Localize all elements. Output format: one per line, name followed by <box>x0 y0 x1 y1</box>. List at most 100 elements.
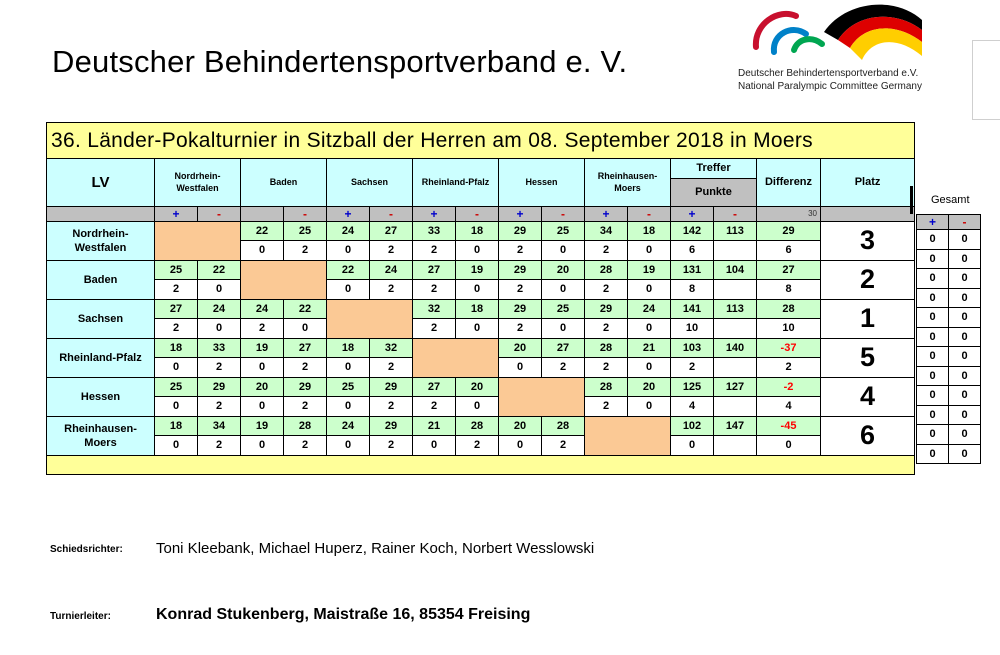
score-cell: 33 <box>197 337 241 358</box>
gesamt-value: 0 <box>916 287 949 308</box>
differenz-points: 0 <box>756 435 821 456</box>
minus-sign: - <box>217 206 221 221</box>
treffer-minus: 140 <box>713 337 757 358</box>
points-cell: 0 <box>412 435 456 456</box>
score-cell: 28 <box>584 259 628 280</box>
score-cell: 22 <box>240 220 284 241</box>
gesamt-value: 0 <box>948 229 981 250</box>
score-cell: 29 <box>498 298 542 319</box>
sign-cell-plus <box>240 205 284 222</box>
differenz-value: 27 <box>756 259 821 280</box>
points-cell: 0 <box>283 318 327 339</box>
score-cell: 20 <box>541 259 585 280</box>
score-cell: 29 <box>584 298 628 319</box>
score-cell: 33 <box>412 220 456 241</box>
points-cell: 0 <box>455 240 499 261</box>
sign-cell-plus: + <box>670 205 714 222</box>
gesamt-table: + -0 0 0 0 0 0 0 0 0 0 0 0 0 0 0 0 0 0 0 0 0 0 0 0 <box>916 214 981 464</box>
punkte-empty <box>713 318 757 339</box>
score-cell: 28 <box>455 415 499 436</box>
sign-cell-plus: + <box>412 205 456 222</box>
self-match-cell <box>498 376 585 417</box>
plus-sign: + <box>344 206 352 221</box>
points-cell: 0 <box>240 357 284 378</box>
self-match-cell <box>326 298 413 339</box>
punkte-empty <box>713 357 757 378</box>
points-cell: 2 <box>197 357 241 378</box>
treffer-plus: 141 <box>670 298 714 319</box>
score-cell: 18 <box>154 415 198 436</box>
gesamt-value: 0 <box>948 385 981 406</box>
points-cell: 2 <box>541 357 585 378</box>
score-cell: 25 <box>326 376 370 397</box>
team-label: Rheinland-Pfalz <box>46 337 155 378</box>
differenz-30: 30 <box>808 209 817 218</box>
column-header-4: Hessen <box>498 158 585 207</box>
score-cell: 25 <box>154 376 198 397</box>
treffer-header: Treffer <box>670 158 757 179</box>
points-cell: 2 <box>283 357 327 378</box>
gesamt-value: 0 <box>916 326 949 347</box>
platz-value: 1 <box>819 298 916 339</box>
minus-sign: - <box>647 206 651 221</box>
points-cell: 2 <box>412 240 456 261</box>
gesamt-value: 0 <box>916 229 949 250</box>
gesamt-value: 0 <box>916 307 949 328</box>
differenz-value: -37 <box>756 337 821 358</box>
gesamt-value: 0 <box>948 287 981 308</box>
treffer-minus: 104 <box>713 259 757 280</box>
treffer-plus: 142 <box>670 220 714 241</box>
punkte-value: 8 <box>670 279 714 300</box>
points-cell: 0 <box>455 279 499 300</box>
sign-cell-minus: - <box>283 205 327 222</box>
score-cell: 29 <box>283 376 327 397</box>
punkte-header: Punkte <box>670 177 757 207</box>
lv-header: LV <box>46 158 155 207</box>
score-cell: 19 <box>627 259 671 280</box>
points-cell: 0 <box>455 318 499 339</box>
platz-value: 5 <box>819 337 916 378</box>
team-label: Sachsen <box>46 298 155 339</box>
director-name: Konrad Stukenberg, Maistraße 16, 85354 F… <box>156 606 531 623</box>
treffer-minus: 127 <box>713 376 757 397</box>
plus-sign: + <box>688 206 696 221</box>
treffer-plus: 103 <box>670 337 714 358</box>
score-cell: 27 <box>412 259 456 280</box>
score-cell: 34 <box>197 415 241 436</box>
results-table: 36. Länder-Pokalturnier in Sitzball der … <box>45 122 916 475</box>
minus-sign: - <box>733 206 737 221</box>
points-cell: 2 <box>154 318 198 339</box>
platz-value: 3 <box>819 220 916 261</box>
treffer-plus: 102 <box>670 415 714 436</box>
score-cell: 29 <box>197 376 241 397</box>
platz-value: 6 <box>819 415 916 456</box>
score-cell: 27 <box>283 337 327 358</box>
punkte-value: 6 <box>670 240 714 261</box>
column-header-1: Baden <box>240 158 327 207</box>
score-cell: 25 <box>541 298 585 319</box>
plus-sign: + <box>516 206 524 221</box>
differenz-points: 8 <box>756 279 821 300</box>
minus-sign: - <box>389 206 393 221</box>
points-cell: 0 <box>154 396 198 417</box>
points-cell: 0 <box>627 396 671 417</box>
column-header-5: Rheinhausen- Moers <box>584 158 671 207</box>
score-cell: 25 <box>541 220 585 241</box>
gesamt-value: 0 <box>948 365 981 386</box>
points-cell: 2 <box>240 318 284 339</box>
points-cell: 0 <box>326 357 370 378</box>
points-cell: 2 <box>369 279 413 300</box>
score-cell: 20 <box>498 415 542 436</box>
points-cell: 0 <box>326 435 370 456</box>
points-cell: 2 <box>197 435 241 456</box>
sign-cell-lv <box>46 205 155 222</box>
punkte-empty <box>713 396 757 417</box>
score-cell: 29 <box>369 415 413 436</box>
points-cell: 2 <box>154 279 198 300</box>
gesamt-plus: + <box>916 214 949 230</box>
gesamt-label: Gesamt <box>931 194 970 206</box>
gesamt-value: 0 <box>948 307 981 328</box>
differenz-header: Differenz <box>756 158 821 207</box>
platz-value: 2 <box>819 259 916 300</box>
sign-cell-minus: - <box>541 205 585 222</box>
